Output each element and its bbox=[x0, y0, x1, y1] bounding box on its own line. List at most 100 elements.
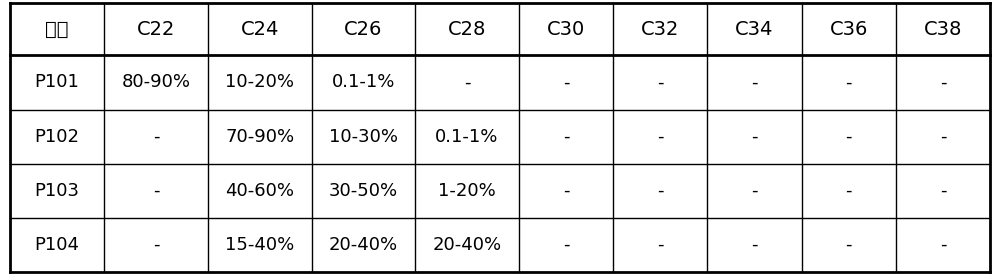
Text: -: - bbox=[657, 182, 663, 200]
Text: -: - bbox=[845, 128, 852, 146]
Bar bbox=[312, 55, 415, 109]
Text: -: - bbox=[751, 182, 758, 200]
Bar bbox=[802, 55, 896, 109]
Bar bbox=[896, 55, 990, 109]
Bar bbox=[208, 109, 312, 164]
Text: C26: C26 bbox=[344, 20, 383, 38]
Text: C28: C28 bbox=[448, 20, 486, 38]
Text: 20-40%: 20-40% bbox=[432, 236, 502, 254]
Text: -: - bbox=[845, 182, 852, 200]
Text: 15-40%: 15-40% bbox=[225, 236, 294, 254]
Bar bbox=[208, 218, 312, 272]
Text: 70-90%: 70-90% bbox=[225, 128, 294, 146]
Bar bbox=[415, 3, 519, 55]
Bar bbox=[415, 55, 519, 109]
Bar bbox=[104, 3, 208, 55]
Text: 80-90%: 80-90% bbox=[122, 73, 191, 91]
Bar bbox=[802, 3, 896, 55]
Bar bbox=[208, 55, 312, 109]
Bar bbox=[896, 3, 990, 55]
Text: -: - bbox=[563, 73, 569, 91]
Text: C36: C36 bbox=[829, 20, 868, 38]
Text: -: - bbox=[153, 236, 159, 254]
Bar bbox=[312, 218, 415, 272]
Bar bbox=[613, 109, 707, 164]
Text: -: - bbox=[940, 128, 946, 146]
Text: -: - bbox=[940, 73, 946, 91]
Bar bbox=[519, 218, 613, 272]
Text: 分段: 分段 bbox=[45, 20, 69, 38]
Bar bbox=[10, 218, 104, 272]
Bar bbox=[707, 109, 802, 164]
Text: 1-20%: 1-20% bbox=[438, 182, 496, 200]
Text: -: - bbox=[563, 182, 569, 200]
Bar bbox=[896, 164, 990, 218]
Bar bbox=[613, 164, 707, 218]
Bar bbox=[613, 55, 707, 109]
Text: -: - bbox=[940, 182, 946, 200]
Bar bbox=[802, 164, 896, 218]
Text: C30: C30 bbox=[547, 20, 585, 38]
Bar bbox=[707, 218, 802, 272]
Bar bbox=[519, 55, 613, 109]
Text: -: - bbox=[751, 73, 758, 91]
Bar bbox=[613, 218, 707, 272]
Text: -: - bbox=[563, 128, 569, 146]
Bar bbox=[613, 3, 707, 55]
Text: P104: P104 bbox=[35, 236, 80, 254]
Text: 0.1-1%: 0.1-1% bbox=[435, 128, 499, 146]
Text: 10-30%: 10-30% bbox=[329, 128, 398, 146]
Text: -: - bbox=[153, 128, 159, 146]
Bar bbox=[896, 109, 990, 164]
Text: C34: C34 bbox=[735, 20, 774, 38]
Bar bbox=[415, 109, 519, 164]
Bar bbox=[104, 218, 208, 272]
Bar bbox=[104, 164, 208, 218]
Bar bbox=[896, 218, 990, 272]
Text: -: - bbox=[563, 236, 569, 254]
Bar bbox=[10, 3, 104, 55]
Bar bbox=[519, 109, 613, 164]
Text: -: - bbox=[464, 73, 470, 91]
Bar bbox=[415, 164, 519, 218]
Text: P101: P101 bbox=[35, 73, 80, 91]
Text: -: - bbox=[657, 236, 663, 254]
Bar bbox=[312, 109, 415, 164]
Text: 0.1-1%: 0.1-1% bbox=[332, 73, 395, 91]
Bar bbox=[519, 164, 613, 218]
Text: 40-60%: 40-60% bbox=[225, 182, 294, 200]
Bar bbox=[10, 55, 104, 109]
Text: C24: C24 bbox=[241, 20, 279, 38]
Bar bbox=[10, 109, 104, 164]
Bar bbox=[707, 164, 802, 218]
Bar bbox=[802, 218, 896, 272]
Text: -: - bbox=[657, 73, 663, 91]
Bar bbox=[707, 55, 802, 109]
Text: P103: P103 bbox=[35, 182, 80, 200]
Text: -: - bbox=[845, 73, 852, 91]
Text: -: - bbox=[153, 182, 159, 200]
Text: -: - bbox=[751, 236, 758, 254]
Text: 20-40%: 20-40% bbox=[329, 236, 398, 254]
Text: -: - bbox=[845, 236, 852, 254]
Bar bbox=[104, 109, 208, 164]
Bar bbox=[707, 3, 802, 55]
Bar bbox=[519, 3, 613, 55]
Text: P102: P102 bbox=[35, 128, 80, 146]
Bar bbox=[208, 164, 312, 218]
Text: -: - bbox=[940, 236, 946, 254]
Bar bbox=[415, 218, 519, 272]
Text: -: - bbox=[751, 128, 758, 146]
Bar bbox=[208, 3, 312, 55]
Bar bbox=[312, 3, 415, 55]
Bar bbox=[104, 55, 208, 109]
Text: C32: C32 bbox=[641, 20, 679, 38]
Text: C38: C38 bbox=[924, 20, 962, 38]
Bar bbox=[312, 164, 415, 218]
Text: 10-20%: 10-20% bbox=[225, 73, 294, 91]
Bar bbox=[10, 164, 104, 218]
Text: 30-50%: 30-50% bbox=[329, 182, 398, 200]
Bar bbox=[802, 109, 896, 164]
Text: -: - bbox=[657, 128, 663, 146]
Text: C22: C22 bbox=[137, 20, 175, 38]
